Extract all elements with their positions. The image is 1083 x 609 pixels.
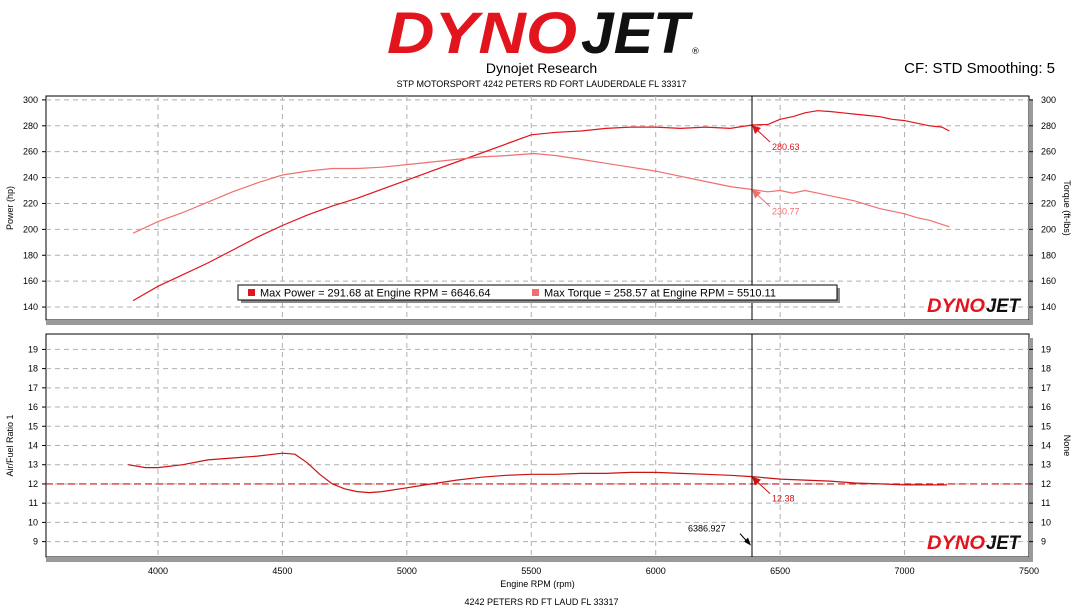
y-tick-label: 140	[23, 302, 38, 312]
y2-tick-label: 9	[1041, 537, 1046, 547]
watermark-dyno: DYNO	[927, 296, 985, 317]
x-tick-label: 4000	[148, 566, 168, 576]
y2-tick-label: 180	[1041, 250, 1056, 260]
series-line-power	[132, 110, 950, 302]
frame-edge-right	[1029, 338, 1033, 561]
plot-frame	[45, 95, 1030, 321]
x-tick-label: 4500	[272, 566, 292, 576]
value-pointer-arrowhead	[751, 189, 761, 199]
y2-tick-label: 140	[1041, 302, 1056, 312]
chart-panel-1: 140 140 160 160 180 180 200 200 220 220 240 240 260 2…	[5, 95, 1072, 325]
y-tick-label: 160	[23, 276, 38, 286]
x-axis-label: Engine RPM (rpm)	[500, 579, 575, 589]
cursor-rpm-label: 6386.927	[688, 524, 726, 534]
y-tick-label: 11	[29, 498, 38, 508]
frame-edge-right	[1029, 100, 1033, 324]
y2-tick-label: 160	[1041, 276, 1056, 286]
value-readout: 230.77	[772, 207, 800, 217]
y2-tick-label: 15	[1041, 421, 1051, 431]
y2-tick-label: 10	[1041, 517, 1051, 527]
correction-factor-label: CF: STD Smoothing: 5	[904, 60, 1055, 77]
y-tick-label: 17	[28, 383, 38, 393]
frame-edge-bottom	[46, 320, 1033, 325]
y-tick-label: 18	[28, 364, 38, 374]
y-axis-label: Power (hp)	[5, 186, 15, 230]
y-axis-label: Air/Fuel Ratio 1	[5, 414, 15, 476]
y-tick-label: 280	[23, 121, 38, 131]
legend-entry: Max Power = 291.68 at Engine RPM = 6646.…	[260, 288, 491, 300]
series-line-torque	[132, 152, 950, 234]
value-readout: 280.63	[772, 142, 800, 152]
company-name: Dynojet Research	[485, 60, 598, 76]
y-tick-label: 9	[33, 537, 38, 547]
svg-text:®: ®	[691, 47, 700, 57]
y2-tick-label: 11	[1041, 498, 1050, 508]
y-tick-label: 220	[23, 198, 38, 208]
svg-text:DYNO: DYNO	[387, 6, 577, 62]
value-pointer-line	[755, 128, 771, 143]
y2-axis-label: Torque (ft-lbs)	[1062, 180, 1072, 236]
value-readout: 12.38	[772, 494, 795, 504]
y-tick-label: 16	[28, 402, 38, 412]
y-tick-label: 19	[28, 344, 38, 354]
y2-tick-label: 240	[1041, 173, 1056, 183]
x-tick-label: 5000	[397, 566, 417, 576]
cursor-rpm-arrowhead	[743, 537, 751, 546]
footer-address: 4242 PETERS RD FT LAUD FL 33317	[464, 597, 619, 607]
y-tick-label: 13	[28, 460, 38, 470]
y2-tick-label: 17	[1041, 383, 1051, 393]
x-tick-label: 7500	[1019, 566, 1039, 576]
y-tick-label: 260	[23, 147, 38, 157]
y2-tick-label: 18	[1041, 364, 1051, 374]
frame-edge-bottom	[46, 557, 1033, 562]
y-tick-label: 15	[28, 421, 38, 431]
value-pointer-line	[755, 480, 771, 495]
y2-tick-label: 200	[1041, 224, 1056, 234]
x-tick-label: 6000	[646, 566, 666, 576]
y2-tick-label: 220	[1041, 198, 1056, 208]
y-tick-label: 300	[23, 95, 38, 105]
legend-entry: Max Torque = 258.57 at Engine RPM = 5510…	[544, 288, 776, 300]
value-pointer-line	[755, 193, 771, 207]
y2-tick-label: 14	[1041, 441, 1051, 451]
svg-text:JET: JET	[581, 6, 694, 62]
y-tick-label: 10	[28, 517, 38, 527]
legend-swatch	[532, 289, 539, 296]
y2-tick-label: 280	[1041, 121, 1056, 131]
value-pointer-arrowhead	[751, 124, 761, 134]
y-tick-label: 200	[23, 224, 38, 234]
chart-panel-2: 9 9 10 10 11 11 12 12 13 13 14 14 15 15 16 16 17 17 18 18 19…	[5, 333, 1072, 589]
y-tick-label: 14	[28, 441, 38, 451]
watermark-dyno: DYNO	[927, 533, 985, 554]
watermark-jet: JET	[986, 296, 1021, 317]
watermark-jet: JET	[986, 533, 1021, 554]
y-tick-label: 180	[23, 250, 38, 260]
series-line-air-fuel-ratio-1	[128, 452, 947, 494]
dynojet-logo: DYNO JET ®	[385, 1, 705, 66]
y-tick-label: 240	[23, 173, 38, 183]
y2-tick-label: 12	[1041, 479, 1051, 489]
y2-tick-label: 16	[1041, 402, 1051, 412]
shop-address: STP MOTORSPORT 4242 PETERS RD FORT LAUDE…	[396, 79, 687, 89]
x-tick-label: 6500	[770, 566, 790, 576]
y2-axis-label: None	[1062, 435, 1072, 457]
y2-tick-label: 260	[1041, 147, 1056, 157]
value-pointer-arrowhead	[751, 476, 761, 486]
y2-tick-label: 13	[1041, 460, 1051, 470]
x-tick-label: 7000	[895, 566, 915, 576]
y-tick-label: 12	[28, 479, 38, 489]
y2-tick-label: 19	[1041, 344, 1051, 354]
x-tick-label: 5500	[521, 566, 541, 576]
y2-tick-label: 300	[1041, 95, 1056, 105]
legend-swatch	[248, 289, 255, 296]
